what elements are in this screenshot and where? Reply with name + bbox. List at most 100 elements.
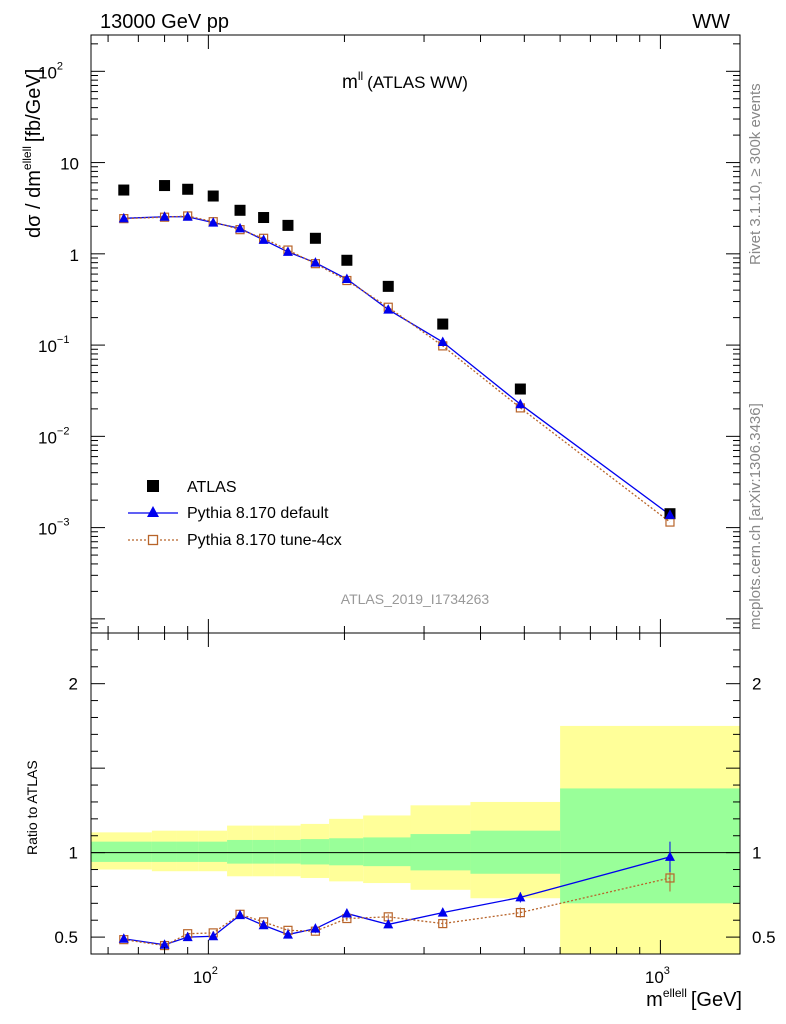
y-tick-label-base: 10	[60, 155, 79, 174]
data-point-atlas	[282, 219, 294, 231]
header-process-label: WW	[692, 11, 730, 33]
data-point-atlas	[234, 204, 246, 216]
x-tick-label-exp: 2	[212, 965, 218, 977]
ratio-band-inner	[560, 788, 740, 904]
data-point-default	[182, 211, 193, 221]
ratio-point-default	[437, 907, 448, 917]
data-point-atlas	[182, 183, 194, 195]
x-tick-label-base: 10	[193, 968, 212, 987]
mcplots-label: mcplots.cern.ch [arXiv:1306.3436]	[747, 403, 764, 630]
y-tick-label-base: 10	[38, 337, 57, 356]
plot-title-suffix: (ATLAS WW)	[367, 73, 468, 92]
y-tick-label: 1	[70, 246, 79, 265]
x-axis-label-unit: [GeV]	[691, 989, 742, 1011]
y-tick-label-exp: −3	[57, 517, 70, 529]
x-axis-label-sup: ellell	[663, 986, 687, 1000]
x-tick-label-exp: 3	[664, 965, 670, 977]
ratio-band-inner	[176, 841, 199, 862]
rivet-version-label: Rivet 3.1.10, ≥ 300k events	[747, 83, 764, 265]
data-point-default	[282, 246, 293, 256]
y-tick-label-base: 10	[38, 63, 57, 82]
ratio-band-inner	[227, 839, 253, 864]
data-point-default	[159, 211, 170, 221]
y-axis-label-unit: [fb/GeV]	[23, 69, 45, 142]
y-tick-label: 10−3	[38, 517, 69, 539]
y-axis-label: dσ / dmellell [fb/GeV]	[20, 69, 45, 238]
ratio-uncertainty-bands	[91, 725, 740, 954]
data-point-atlas	[382, 280, 394, 292]
x-axis-label: mellell [GeV]	[646, 986, 742, 1011]
ratio-point-default	[118, 933, 129, 943]
ratio-y-tick-label-left: 0.5	[54, 928, 78, 947]
data-point-default	[515, 398, 526, 409]
ratio-point-default	[159, 939, 170, 949]
ratio-y-tick-label-left: 1	[69, 844, 78, 863]
ratio-y-tick-label-left: 2	[69, 675, 78, 694]
plot-title: mll (ATLAS WW)	[342, 69, 468, 93]
legend-marker-tune	[147, 534, 159, 546]
legend-marker-default	[147, 506, 159, 517]
ratio-point-default	[515, 891, 526, 902]
data-point-default	[235, 222, 246, 233]
y-tick-label: 102	[38, 60, 63, 82]
ratio-point-default	[282, 929, 293, 939]
x-tick-label: 103	[645, 965, 670, 987]
data-point-default	[383, 304, 394, 314]
legend-label-default: Pythia 8.170 default	[187, 505, 329, 522]
y-axis-label-sup: ellell	[20, 146, 34, 170]
data-point-atlas	[309, 232, 321, 244]
legend: ATLAS Pythia 8.170 default Pythia 8.170 …	[128, 479, 342, 549]
data-point-default	[310, 257, 321, 267]
ratio-point-default	[182, 931, 193, 942]
ratio-point-default	[258, 919, 269, 930]
ratio-band-inner	[300, 839, 330, 865]
data-point-default	[341, 273, 352, 283]
ratio-point-default	[664, 851, 675, 861]
ratio-band-inner	[363, 837, 411, 867]
main-series-lines	[123, 215, 671, 523]
analysis-watermark: ATLAS_2019_I1734263	[341, 591, 490, 607]
data-point-default	[208, 217, 219, 227]
ratio-y-tick-label-right: 0.5	[752, 928, 776, 947]
series-line-tune	[123, 215, 671, 523]
ratio-y-tick-label-right: 2	[752, 675, 761, 694]
x-axis-label-main: m	[646, 989, 663, 1011]
legend-label-atlas: ATLAS	[187, 479, 237, 496]
data-point-atlas	[437, 318, 449, 330]
data-point-default	[437, 336, 448, 347]
y-axis-label-main: dσ / dm	[23, 170, 45, 238]
data-point-atlas	[159, 180, 171, 192]
ratio-point-default	[383, 918, 394, 929]
ratio-band-inner	[91, 841, 152, 862]
ratio-point-tune	[438, 918, 448, 929]
data-point-default	[664, 509, 675, 519]
y-tick-label-exp: 2	[57, 60, 63, 72]
data-point-atlas	[341, 254, 353, 266]
data-point-default	[118, 212, 129, 223]
y-tick-label-base: 10	[38, 428, 57, 447]
ratio-point-default	[310, 923, 321, 933]
plot-title-main: m	[342, 72, 358, 93]
data-point-atlas	[118, 184, 130, 196]
legend-marker-atlas	[147, 480, 159, 492]
main-markers	[118, 180, 676, 527]
series-line-default	[123, 216, 671, 516]
ratio-point-default	[235, 909, 246, 920]
ratio-markers	[118, 841, 675, 951]
x-tick-label-base: 10	[645, 968, 664, 987]
ratio-point-default	[341, 907, 352, 918]
legend-label-tune: Pythia 8.170 tune-4cx	[187, 532, 342, 549]
plot-title-sup: ll	[358, 69, 363, 83]
ratio-band-inner	[274, 839, 301, 864]
x-tick-label: 102	[193, 965, 218, 987]
y-tick-label-base: 10	[38, 520, 57, 539]
ratio-y-axis-label: Ratio to ATLAS	[24, 760, 40, 855]
data-point-default	[258, 234, 269, 244]
header-collision-label: 13000 GeV pp	[100, 11, 229, 33]
ratio-y-tick-label-right: 1	[752, 844, 761, 863]
